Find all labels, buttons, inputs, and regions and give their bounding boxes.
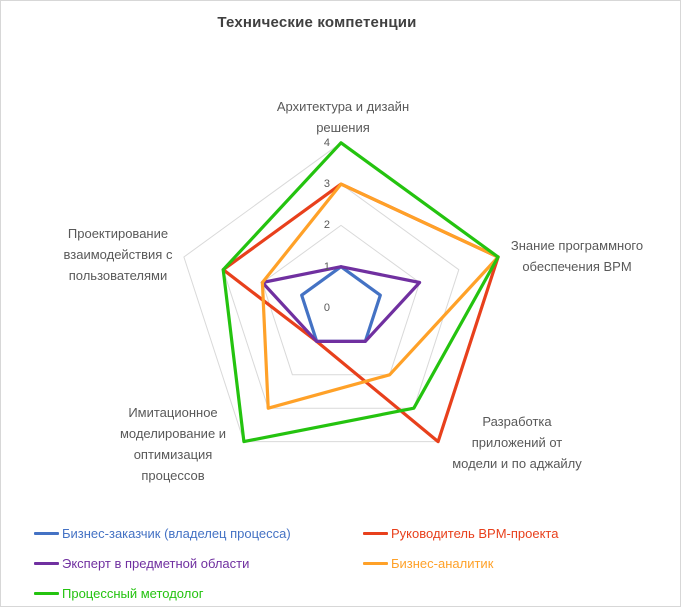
series-polygon-4 xyxy=(221,141,500,444)
legend-label: Руководитель BPM-проекта xyxy=(391,525,559,541)
legend-label: Бизнес-аналитик xyxy=(391,555,494,571)
legend-line-marker xyxy=(363,561,388,565)
legend-item-process-methodologist: Процессный методолог xyxy=(34,583,203,603)
legend-item-domain-expert: Эксперт в предметной области xyxy=(34,553,249,573)
legend-line-marker xyxy=(34,531,59,535)
grid-ring-2 xyxy=(261,224,421,376)
radial-tick-0: 0 xyxy=(323,302,330,314)
axis-label-architecture: Архитектура и дизайн решения xyxy=(276,99,410,135)
radial-tick-2: 2 xyxy=(323,219,330,231)
legend-item-business-analyst: Бизнес-аналитик xyxy=(363,553,493,573)
series-polygon-2 xyxy=(260,265,422,343)
axis-label-agile-dev: Разработка приложений от модели и по адж… xyxy=(452,414,582,471)
series-polygon-3 xyxy=(260,182,500,410)
legend-label: Бизнес-заказчик (владелец процесса) xyxy=(62,525,291,541)
legend-line-marker xyxy=(363,531,388,535)
legend-label: Процессный методолог xyxy=(62,585,204,601)
axis-label-ux-design: Проектирование взаимодействия с пользова… xyxy=(63,226,173,283)
legend-item-bpm-project-lead: Руководитель BPM-проекта xyxy=(363,523,558,543)
legend-line-marker xyxy=(34,561,59,565)
axis-label-simulation: Имитационное моделирование и оптимизация… xyxy=(119,405,227,483)
radial-tick-1: 1 xyxy=(323,261,330,273)
radial-tick-3: 3 xyxy=(323,178,330,190)
axis-label-bpm-software: Знание программного обеспечения BPM xyxy=(510,238,644,274)
legend-label: Эксперт в предметной области xyxy=(62,555,250,571)
legend-line-marker xyxy=(34,591,59,595)
legend-item-business-customer: Бизнес-заказчик (владелец процесса) xyxy=(34,523,291,543)
radial-tick-4: 4 xyxy=(323,137,330,149)
chart-title: Технические компетенции xyxy=(217,14,417,31)
